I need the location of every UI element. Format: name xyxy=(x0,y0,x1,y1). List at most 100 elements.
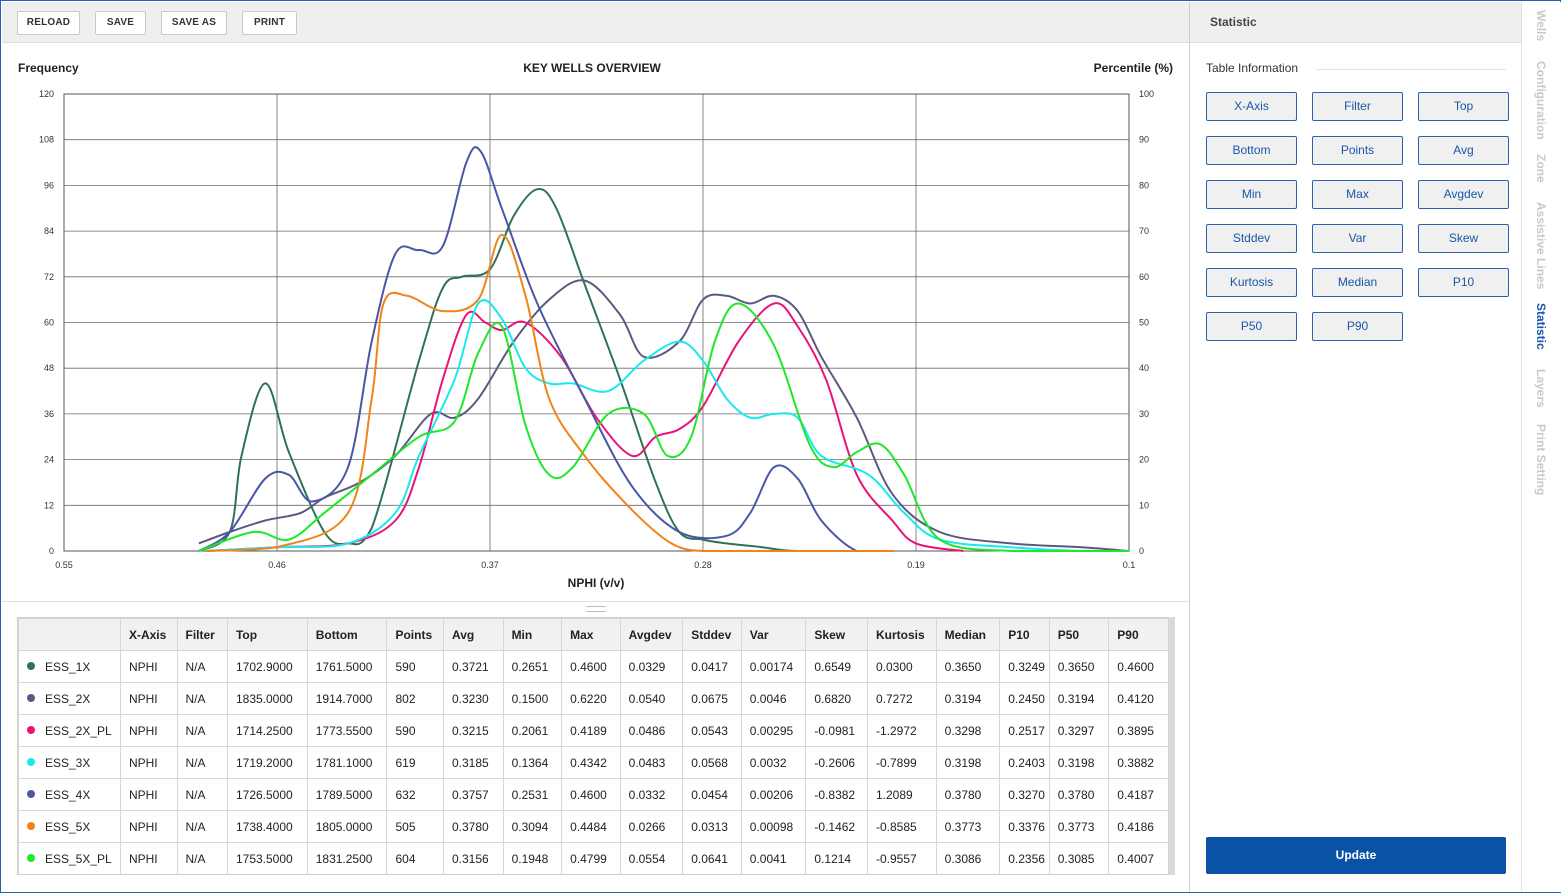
table-cell: 0.2403 xyxy=(999,746,1050,779)
tab-statistic[interactable]: Statistic xyxy=(1534,303,1548,350)
table-row[interactable]: ESS_2X NPHI N/A 1835.0000 1914.7000 802 0.3230… xyxy=(18,682,1169,715)
column-header[interactable]: Kurtosis xyxy=(866,618,937,651)
y-tick-label: 12 xyxy=(44,500,54,510)
column-header[interactable]: Skew xyxy=(805,618,868,651)
series-line-ess-1x[interactable] xyxy=(198,187,893,553)
column-header[interactable]: Avg xyxy=(443,618,504,651)
stat-button-min[interactable]: Min xyxy=(1206,180,1297,209)
column-header[interactable]: P50 xyxy=(1048,618,1110,651)
x-tick-label: 0.37 xyxy=(481,560,499,570)
column-header[interactable] xyxy=(18,618,121,651)
column-header[interactable]: Bottom xyxy=(306,618,388,651)
stat-button-p90[interactable]: P90 xyxy=(1312,312,1403,341)
table-cell: 0.2531 xyxy=(502,778,563,811)
column-header[interactable]: Top xyxy=(226,618,308,651)
series-line-ess-5x[interactable] xyxy=(205,233,893,552)
table-cell: 0.3780 xyxy=(935,778,1001,811)
stat-button-filter[interactable]: Filter xyxy=(1312,92,1403,121)
series-line-ess-5x-pl[interactable] xyxy=(198,302,1130,552)
stat-button-stddev[interactable]: Stddev xyxy=(1206,224,1297,253)
stat-button-skew[interactable]: Skew xyxy=(1418,224,1509,253)
series-line-ess-4x[interactable] xyxy=(198,146,893,552)
column-header[interactable]: P10 xyxy=(999,618,1050,651)
y2-tick-label: 30 xyxy=(1139,409,1149,419)
reload-button[interactable]: RELOAD xyxy=(17,11,80,35)
table-cell: 0.2517 xyxy=(999,714,1050,747)
table-row[interactable]: ESS_5X_PL NPHI N/A 1753.5000 1831.2500 604 0.3… xyxy=(18,842,1169,874)
tab-configuration[interactable]: Configuration xyxy=(1534,61,1548,140)
table-cell: -0.8382 xyxy=(805,778,868,811)
table-cell: 0.3215 xyxy=(443,714,504,747)
toolbar: RELOAD SAVE SAVE AS PRINT xyxy=(2,2,1189,43)
series-line-ess-2x[interactable] xyxy=(198,279,1130,552)
table-cell: 0.0568 xyxy=(682,746,742,779)
table-cell: 0.3185 xyxy=(443,746,504,779)
stat-button-x-axis[interactable]: X-Axis xyxy=(1206,92,1297,121)
table-row[interactable]: ESS_5X NPHI N/A 1738.4000 1805.0000 505 0.3780… xyxy=(18,810,1169,843)
stat-button-avg[interactable]: Avg xyxy=(1418,136,1509,165)
update-button[interactable]: Update xyxy=(1206,837,1506,874)
tab-assistive-lines[interactable]: Assistive Lines xyxy=(1534,202,1548,290)
stat-button-var[interactable]: Var xyxy=(1312,224,1403,253)
series-line-ess-2x-pl[interactable] xyxy=(205,302,964,552)
table-cell: NPHI xyxy=(119,810,178,843)
table-row[interactable]: ESS_4X NPHI N/A 1726.5000 1789.5000 632 0.3757… xyxy=(18,778,1169,811)
save-button[interactable]: SAVE xyxy=(95,11,146,35)
column-header[interactable]: P90 xyxy=(1108,618,1169,651)
table-cell: 0.2450 xyxy=(999,682,1050,715)
panel-divider[interactable] xyxy=(1189,2,1190,892)
tab-print-setting[interactable]: Print Setting xyxy=(1534,424,1548,496)
column-header[interactable]: Avgdev xyxy=(619,618,684,651)
table-cell: 0.2061 xyxy=(502,714,563,747)
table-cell: 0.0540 xyxy=(619,682,684,715)
table-cell: 0.3650 xyxy=(935,650,1001,683)
series-line-ess-3x[interactable] xyxy=(205,299,1130,552)
stat-button-avgdev[interactable]: Avgdev xyxy=(1418,180,1509,209)
tab-wells[interactable]: Wells xyxy=(1534,10,1548,42)
table-cell: 0.3230 xyxy=(443,682,504,715)
column-header[interactable]: Median xyxy=(935,618,1001,651)
stat-button-p50[interactable]: P50 xyxy=(1206,312,1297,341)
table-cell: 0.4007 xyxy=(1108,842,1169,874)
y-tick-label: 48 xyxy=(44,363,54,373)
column-header[interactable]: Max xyxy=(561,618,621,651)
column-header[interactable]: Points xyxy=(386,618,444,651)
table-cell: 632 xyxy=(386,778,444,811)
table-row[interactable]: ESS_3X NPHI N/A 1719.2000 1781.1000 619 0.3185… xyxy=(18,746,1169,779)
x-tick-label: 0.28 xyxy=(694,560,712,570)
statistics-table: X-Axis Filter Top Bottom Points Avg Min Max Avgd… xyxy=(17,617,1170,875)
table-cell: NPHI xyxy=(119,650,178,683)
y2-tick-label: 50 xyxy=(1139,318,1149,328)
column-header[interactable]: Filter xyxy=(176,618,228,651)
column-header[interactable]: Var xyxy=(740,618,807,651)
stat-button-points[interactable]: Points xyxy=(1312,136,1403,165)
stat-button-p10[interactable]: P10 xyxy=(1418,268,1509,297)
table-row[interactable]: ESS_1X NPHI N/A 1702.9000 1761.5000 590 0.3721… xyxy=(18,650,1169,683)
tab-layers[interactable]: Layers xyxy=(1534,369,1548,408)
column-header[interactable]: Min xyxy=(502,618,563,651)
stat-button-bottom[interactable]: Bottom xyxy=(1206,136,1297,165)
column-header[interactable]: Stddev xyxy=(682,618,742,651)
table-cell: 0.3297 xyxy=(1048,714,1110,747)
table-cell: 0.0641 xyxy=(682,842,742,874)
table-row[interactable]: ESS_2X_PL NPHI N/A 1714.2500 1773.5500 590 0.3… xyxy=(18,714,1169,747)
table-scrollbar[interactable] xyxy=(1169,617,1175,875)
table-cell: 604 xyxy=(386,842,444,874)
stat-button-top[interactable]: Top xyxy=(1418,92,1509,121)
drag-handle-icon[interactable] xyxy=(586,606,606,612)
table-cell: 0.0454 xyxy=(682,778,742,811)
save-as-button[interactable]: SAVE AS xyxy=(161,11,227,35)
stat-button-max[interactable]: Max xyxy=(1312,180,1403,209)
column-header[interactable]: X-Axis xyxy=(119,618,178,651)
table-cell: 0.0554 xyxy=(619,842,684,874)
print-button[interactable]: PRINT xyxy=(242,11,297,35)
table-cell: 1726.5000 xyxy=(226,778,308,811)
tab-zone[interactable]: Zone xyxy=(1534,154,1548,183)
series-color-dot-icon xyxy=(27,854,35,863)
stat-button-kurtosis[interactable]: Kurtosis xyxy=(1206,268,1297,297)
chart-area: 0 12 24 36 48 60 72 84 96 108 120 0 10 20 30 40 50 60 70 80… xyxy=(2,44,1189,601)
horizontal-splitter[interactable] xyxy=(2,601,1189,617)
table-cell: NPHI xyxy=(119,746,178,779)
stat-button-median[interactable]: Median xyxy=(1312,268,1403,297)
table-cell: 0.4187 xyxy=(1108,778,1169,811)
